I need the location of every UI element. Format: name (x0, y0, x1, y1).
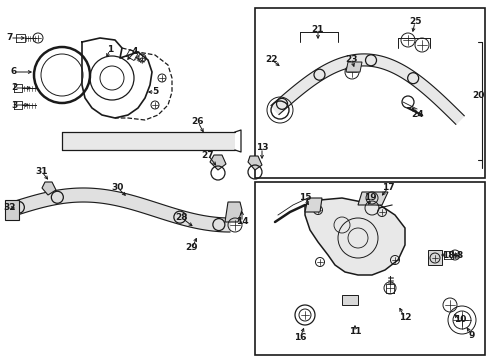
Text: 11: 11 (349, 328, 361, 337)
Text: 3: 3 (11, 100, 17, 109)
Text: 23: 23 (346, 55, 358, 64)
Polygon shape (305, 198, 405, 275)
Bar (255, 182, 485, 355)
Polygon shape (305, 198, 322, 212)
Bar (5, 200, 19, 220)
Text: 27: 27 (202, 150, 214, 159)
Text: 20: 20 (472, 90, 484, 99)
Text: 21: 21 (312, 26, 324, 35)
Polygon shape (248, 156, 262, 170)
Text: 15: 15 (299, 194, 311, 202)
Polygon shape (346, 62, 362, 72)
Text: 7: 7 (7, 33, 13, 42)
Text: 25: 25 (409, 18, 421, 27)
Polygon shape (210, 155, 226, 170)
Text: 16: 16 (294, 333, 306, 342)
Text: 22: 22 (266, 55, 278, 64)
Text: 24: 24 (412, 111, 424, 120)
Text: 19: 19 (364, 194, 376, 202)
Text: 28: 28 (176, 213, 188, 222)
Polygon shape (8, 188, 230, 232)
Polygon shape (358, 192, 388, 205)
Text: 14: 14 (236, 217, 248, 226)
Polygon shape (271, 54, 464, 124)
Text: 31: 31 (36, 167, 48, 176)
Bar (62, 132, 235, 150)
Text: 12: 12 (399, 314, 411, 323)
Text: 32: 32 (4, 203, 16, 212)
Text: 30: 30 (112, 184, 124, 193)
Polygon shape (342, 295, 358, 305)
Text: 18: 18 (442, 251, 454, 260)
Text: 17: 17 (382, 184, 394, 193)
Polygon shape (225, 202, 242, 222)
Text: 1: 1 (107, 45, 113, 54)
Text: 13: 13 (256, 144, 268, 153)
Text: 29: 29 (186, 243, 198, 252)
Text: 2: 2 (11, 84, 17, 93)
Text: 6: 6 (11, 68, 17, 77)
Text: 26: 26 (192, 117, 204, 126)
Text: 8: 8 (457, 251, 463, 260)
Polygon shape (428, 250, 442, 265)
Text: 4: 4 (132, 48, 138, 57)
Text: 5: 5 (152, 87, 158, 96)
Text: 10: 10 (454, 315, 466, 324)
Text: 9: 9 (469, 330, 475, 339)
Polygon shape (42, 182, 56, 195)
Bar (255, 8, 485, 178)
